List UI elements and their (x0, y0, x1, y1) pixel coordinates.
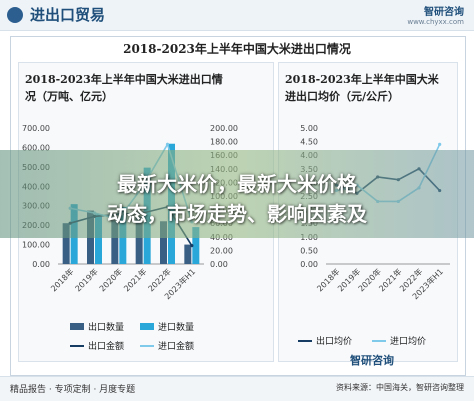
y-tick-label: 0.50 (300, 246, 318, 255)
y-left-tick-label: 700.00 (22, 124, 50, 133)
footer-tagline: 精品报告 · 专项定制 · 月度专题 (10, 385, 136, 395)
bar-export-qty (184, 244, 192, 264)
line-point (165, 142, 170, 146)
y-tick-label: 0.00 (300, 260, 318, 269)
x-tick-label: 2021年 (121, 266, 148, 293)
headline-banner: 最新大米价，最新大米价格 动态，市场走势、影响因素及 (0, 150, 474, 238)
left-chart-title: 2018-2023年上半年中国大米进出口情况（万吨、亿元） (25, 73, 223, 103)
legend-label: 进口数量 (158, 321, 194, 333)
legend-label: 进口均价 (390, 335, 426, 347)
x-tick-label: 2020年 (97, 266, 124, 293)
line-point (190, 244, 194, 248)
y-right-tick-label: 180.00 (210, 138, 238, 147)
x-tick-label: 2019年 (73, 266, 100, 293)
y-left-tick-label: 100.00 (22, 241, 50, 250)
watermark-logo: 智研咨询 (350, 354, 394, 367)
brand-logo: 智研咨询 (424, 7, 464, 18)
brand-site: www.chyxx.com (407, 18, 464, 26)
y-tick-label: 4.50 (300, 138, 318, 147)
y-right-tick-label: 200.00 (210, 124, 238, 133)
legend-swatch (70, 323, 84, 330)
right-chart-title: 2018-2023年上半年中国大米进出口均价（元/公斤） (285, 73, 439, 103)
footer-bar: 精品报告 · 专项定制 · 月度专题 资料来源：中国海关，智研咨询整理 (0, 376, 474, 401)
legend-swatch (140, 323, 154, 330)
banner-line-1: 最新大米价，最新大米价格 (117, 172, 357, 196)
legend-label: 出口均价 (316, 335, 352, 347)
bar-export-qty (62, 223, 70, 264)
x-tick-label: 2018年 (48, 266, 75, 293)
y-tick-label: 5.00 (300, 124, 318, 133)
section-title: 进出口贸易 (30, 6, 106, 24)
y-right-tick-label: 20.00 (210, 246, 233, 255)
legend-label: 进口金额 (158, 340, 194, 352)
banner-line-2: 动态，市场走势、影响因素及 (107, 202, 367, 226)
header-bar: 进出口贸易 智研咨询 www.chyxx.com (0, 0, 474, 31)
y-left-tick-label: 600.00 (22, 143, 50, 152)
bar-export-qty (160, 221, 167, 264)
line-point (438, 142, 442, 146)
bar-export-qty (111, 220, 119, 264)
bar-import-qty (95, 214, 102, 264)
bar-import-qty (192, 227, 200, 264)
y-right-tick-label: 0.00 (210, 260, 228, 269)
legend-label: 出口金额 (88, 340, 124, 352)
legend-label: 出口数量 (88, 321, 124, 333)
figure-title: 2018-2023年上半年中国大米进出口情况 (123, 42, 351, 56)
footer-source: 资料来源：中国海关，智研咨询整理 (336, 383, 464, 392)
y-left-tick-label: 0.00 (32, 260, 50, 269)
bar-export-qty (135, 216, 143, 264)
trade-icon (7, 7, 23, 23)
